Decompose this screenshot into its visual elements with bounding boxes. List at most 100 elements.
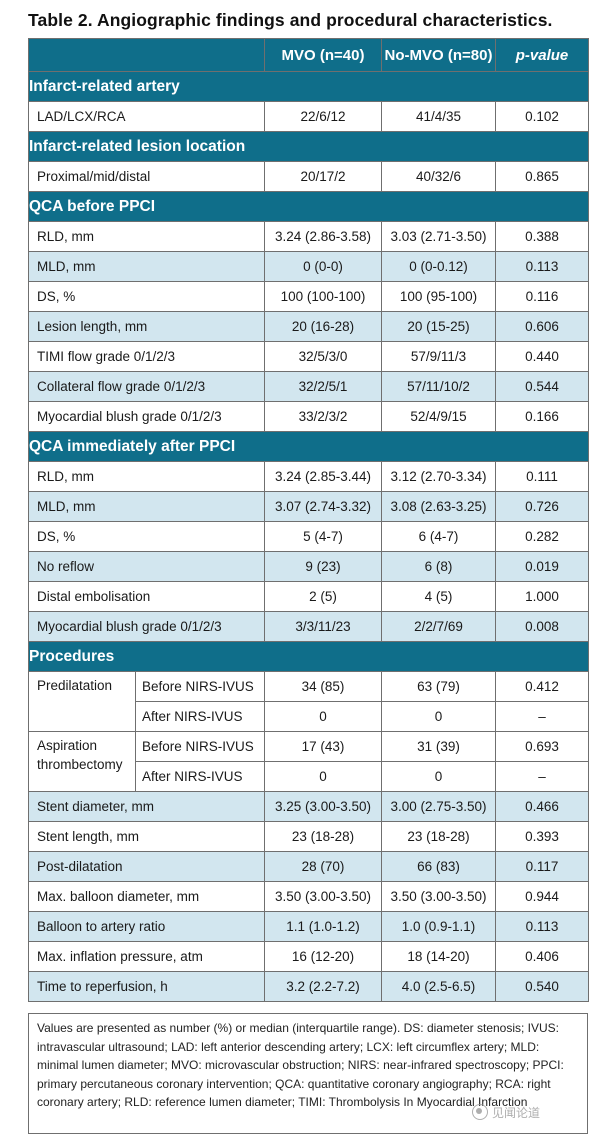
no-mvo-value: 3.12 (2.70-3.34) <box>381 461 496 492</box>
mvo-value: 3.24 (2.86-3.58) <box>264 221 382 252</box>
section-header-row: QCA before PPCI <box>28 191 589 222</box>
group-label: Predilatation <box>28 671 136 732</box>
p-value: 0.540 <box>495 971 589 1002</box>
row-label: Distal embolisation <box>28 581 265 612</box>
p-value: 0.282 <box>495 521 589 552</box>
p-value: 0.102 <box>495 101 589 132</box>
mvo-value: 0 <box>264 761 382 792</box>
mvo-value: 3/3/11/23 <box>264 611 382 642</box>
p-value: 0.113 <box>495 911 589 942</box>
p-value: 0.116 <box>495 281 589 312</box>
table-row: Stent diameter, mm 3.25 (3.00-3.50) 3.00 (… <box>28 791 589 822</box>
section-header-row: Procedures <box>28 641 589 672</box>
group-label: Aspiration thrombectomy <box>28 731 136 792</box>
row-label: MLD, mm <box>28 491 265 522</box>
watermark-text: 见闻论道 <box>492 1105 541 1120</box>
no-mvo-value: 57/9/11/3 <box>381 341 496 372</box>
p-value: 0.388 <box>495 221 589 252</box>
sub-label: Before NIRS-IVUS <box>135 671 265 702</box>
no-mvo-value: 3.08 (2.63-3.25) <box>381 491 496 522</box>
no-mvo-value: 1.0 (0.9-1.1) <box>381 911 496 942</box>
section-title: Infarct-related lesion location <box>28 131 589 162</box>
row-label: Max. balloon diameter, mm <box>28 881 265 912</box>
table-row: Aspiration thrombectomy Before NIRS-IVUS 1… <box>28 731 589 792</box>
row-label: RLD, mm <box>28 221 265 252</box>
watermark: 见闻论道 <box>472 1102 584 1122</box>
mvo-value: 17 (43) <box>264 731 382 762</box>
table-row: After NIRS-IVUS 0 0– <box>29 701 589 732</box>
row-label: Collateral flow grade 0/1/2/3 <box>28 371 265 402</box>
p-value: 0.412 <box>495 671 589 702</box>
p-value: 0.865 <box>495 161 589 192</box>
p-value: 0.008 <box>495 611 589 642</box>
no-mvo-value: 3.00 (2.75-3.50) <box>381 791 496 822</box>
row-label: DS, % <box>28 521 265 552</box>
table-row: DS, % 5 (4-7) 6 (4-7) 0.282 <box>28 521 589 552</box>
mvo-value: 23 (18-28) <box>264 821 382 852</box>
p-value: 0.726 <box>495 491 589 522</box>
no-mvo-value: 41/4/35 <box>381 101 496 132</box>
mvo-value: 33/2/3/2 <box>264 401 382 432</box>
table-row: RLD, mm 3.24 (2.86-3.58) 3.03 (2.71-3.50) 0… <box>28 221 589 252</box>
table-row: TIMI flow grade 0/1/2/3 32/5/3/0 57/9/11/3… <box>28 341 589 372</box>
mvo-value: 3.2 (2.2-7.2) <box>264 971 382 1002</box>
p-value: 0.944 <box>495 881 589 912</box>
header-no-mvo: No-MVO (n=80) <box>381 38 496 72</box>
no-mvo-value: 4.0 (2.5-6.5) <box>381 971 496 1002</box>
mvo-value: 3.25 (3.00-3.50) <box>264 791 382 822</box>
row-label: Max. inflation pressure, atm <box>28 941 265 972</box>
table-row: Myocardial blush grade 0/1/2/3 3/3/11/23 2… <box>28 611 589 642</box>
mvo-value: 3.50 (3.00-3.50) <box>264 881 382 912</box>
row-label: Lesion length, mm <box>28 311 265 342</box>
table-row: MLD, mm 0 (0-0) 0 (0-0.12) 0.113 <box>28 251 589 282</box>
row-label: RLD, mm <box>28 461 265 492</box>
table-row: RLD, mm 3.24 (2.85-3.44) 3.12 (2.70-3.34) 0… <box>28 461 589 492</box>
p-value: 0.544 <box>495 371 589 402</box>
section-title: Procedures <box>28 641 589 672</box>
no-mvo-value: 0 (0-0.12) <box>381 251 496 282</box>
table-row: Collateral flow grade 0/1/2/3 32/2/5/1 57/… <box>28 371 589 402</box>
no-mvo-value: 66 (83) <box>381 851 496 882</box>
no-mvo-value: 3.03 (2.71-3.50) <box>381 221 496 252</box>
no-mvo-value: 3.50 (3.00-3.50) <box>381 881 496 912</box>
no-mvo-value: 23 (18-28) <box>381 821 496 852</box>
row-label: TIMI flow grade 0/1/2/3 <box>28 341 265 372</box>
row-label: Stent diameter, mm <box>28 791 265 822</box>
row-label: MLD, mm <box>28 251 265 282</box>
section-header-row: QCA immediately after PPCI <box>28 431 589 462</box>
table-row: Post-dilatation 28 (70) 66 (83) 0.117 <box>28 851 589 882</box>
no-mvo-value: 63 (79) <box>381 671 496 702</box>
row-label: LAD/LCX/RCA <box>28 101 265 132</box>
findings-table: MVO (n=40) No-MVO (n=80) p-value Infarct… <box>28 38 589 1002</box>
row-label: Myocardial blush grade 0/1/2/3 <box>28 401 265 432</box>
no-mvo-value: 0 <box>381 761 496 792</box>
header-label-cell <box>28 38 265 72</box>
row-label: DS, % <box>28 281 265 312</box>
wechat-logo-icon <box>472 1104 488 1120</box>
table-row: No reflow 9 (23) 6 (8) 0.019 <box>28 551 589 582</box>
mvo-value: 2 (5) <box>264 581 382 612</box>
no-mvo-value: 20 (15-25) <box>381 311 496 342</box>
mvo-value: 3.07 (2.74-3.32) <box>264 491 382 522</box>
row-label: Post-dilatation <box>28 851 265 882</box>
mvo-value: 22/6/12 <box>264 101 382 132</box>
mvo-value: 3.24 (2.85-3.44) <box>264 461 382 492</box>
p-value: 0.393 <box>495 821 589 852</box>
mvo-value: 34 (85) <box>264 671 382 702</box>
section-title: QCA immediately after PPCI <box>28 431 589 462</box>
no-mvo-value: 6 (4-7) <box>381 521 496 552</box>
row-label: Balloon to artery ratio <box>28 911 265 942</box>
table-row: MLD, mm 3.07 (2.74-3.32) 3.08 (2.63-3.25) 0… <box>28 491 589 522</box>
p-value: 0.111 <box>495 461 589 492</box>
table-row: Distal embolisation 2 (5) 4 (5) 1.000 <box>28 581 589 612</box>
table-row: Time to reperfusion, h 3.2 (2.2-7.2) 4.0 (… <box>28 971 589 1002</box>
table-body: Infarct-related artery LAD/LCX/RCA 22/6/12… <box>28 71 589 1002</box>
row-label: No reflow <box>28 551 265 582</box>
table-row: Stent length, mm 23 (18-28) 23 (18-28) 0.39… <box>28 821 589 852</box>
section-title: Infarct-related artery <box>28 71 589 102</box>
table-row: Lesion length, mm 20 (16-28) 20 (15-25) 0.6… <box>28 311 589 342</box>
table-header-row: MVO (n=40) No-MVO (n=80) p-value <box>28 38 589 72</box>
no-mvo-value: 4 (5) <box>381 581 496 612</box>
table-row: Proximal/mid/distal 20/17/2 40/32/6 0.865 <box>28 161 589 192</box>
